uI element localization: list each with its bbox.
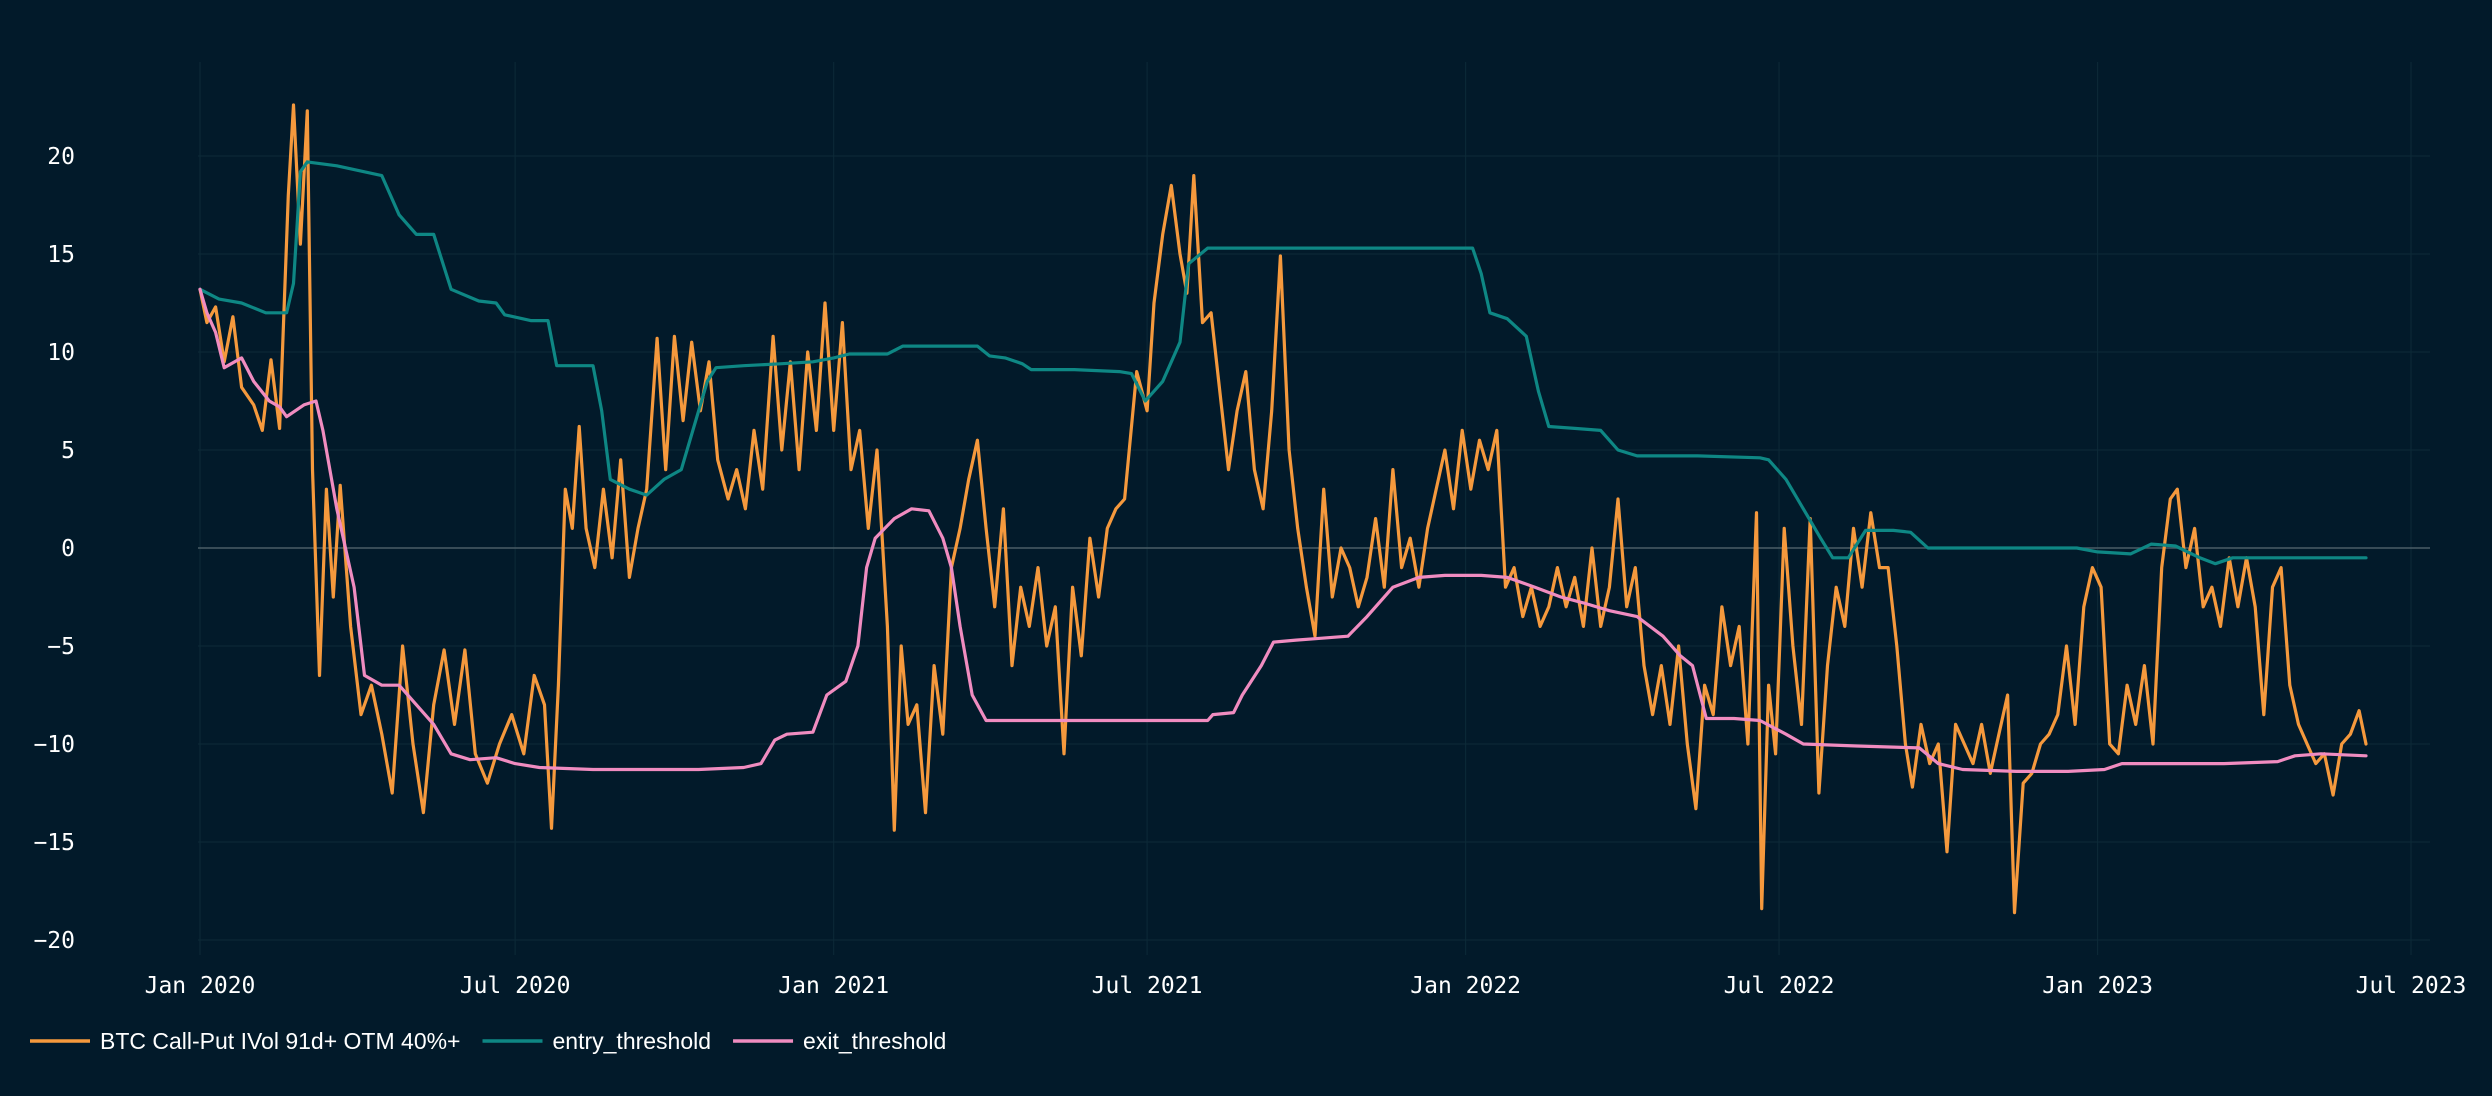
y-tick-label: −20 [33,928,75,954]
x-tick-label: Jan 2022 [1410,973,1521,999]
y-tick-label: −15 [33,830,75,856]
x-tick-label: Jan 2021 [778,973,889,999]
legend: BTC Call-Put IVol 91d+ OTM 40%+ entry_thr… [30,1028,946,1054]
legend-label: BTC Call-Put IVol 91d+ OTM 40%+ [100,1028,461,1054]
y-tick-label: −5 [47,634,75,660]
y-tick-label: 0 [61,536,75,562]
x-tick-label: Jul 2023 [2356,973,2467,999]
series-line-2 [198,287,2368,773]
series-line-0 [198,103,2368,915]
legend-label: entry_threshold [553,1028,712,1054]
y-tick-label: −10 [33,732,75,758]
x-axis: Jan 2020 Jul 2020 Jan 2021 Jul 2021 Jan 2022… [145,973,2467,999]
series-lines [198,103,2368,915]
x-tick-label: Jul 2020 [460,973,571,999]
x-tick-label: Jan 2020 [145,973,256,999]
x-tick-label: Jul 2021 [1092,973,1203,999]
x-tick-label: Jan 2023 [2042,973,2153,999]
series-line-1 [198,160,2368,566]
legend-label: exit_threshold [803,1028,946,1054]
x-tick-label: Jul 2022 [1724,973,1835,999]
y-tick-label: 5 [61,438,75,464]
y-tick-label: 10 [47,340,75,366]
y-tick-label: 20 [47,144,75,170]
y-axis: 20 15 10 5 0 −5 −10 −15 −20 [33,144,75,954]
y-tick-label: 15 [47,242,75,268]
